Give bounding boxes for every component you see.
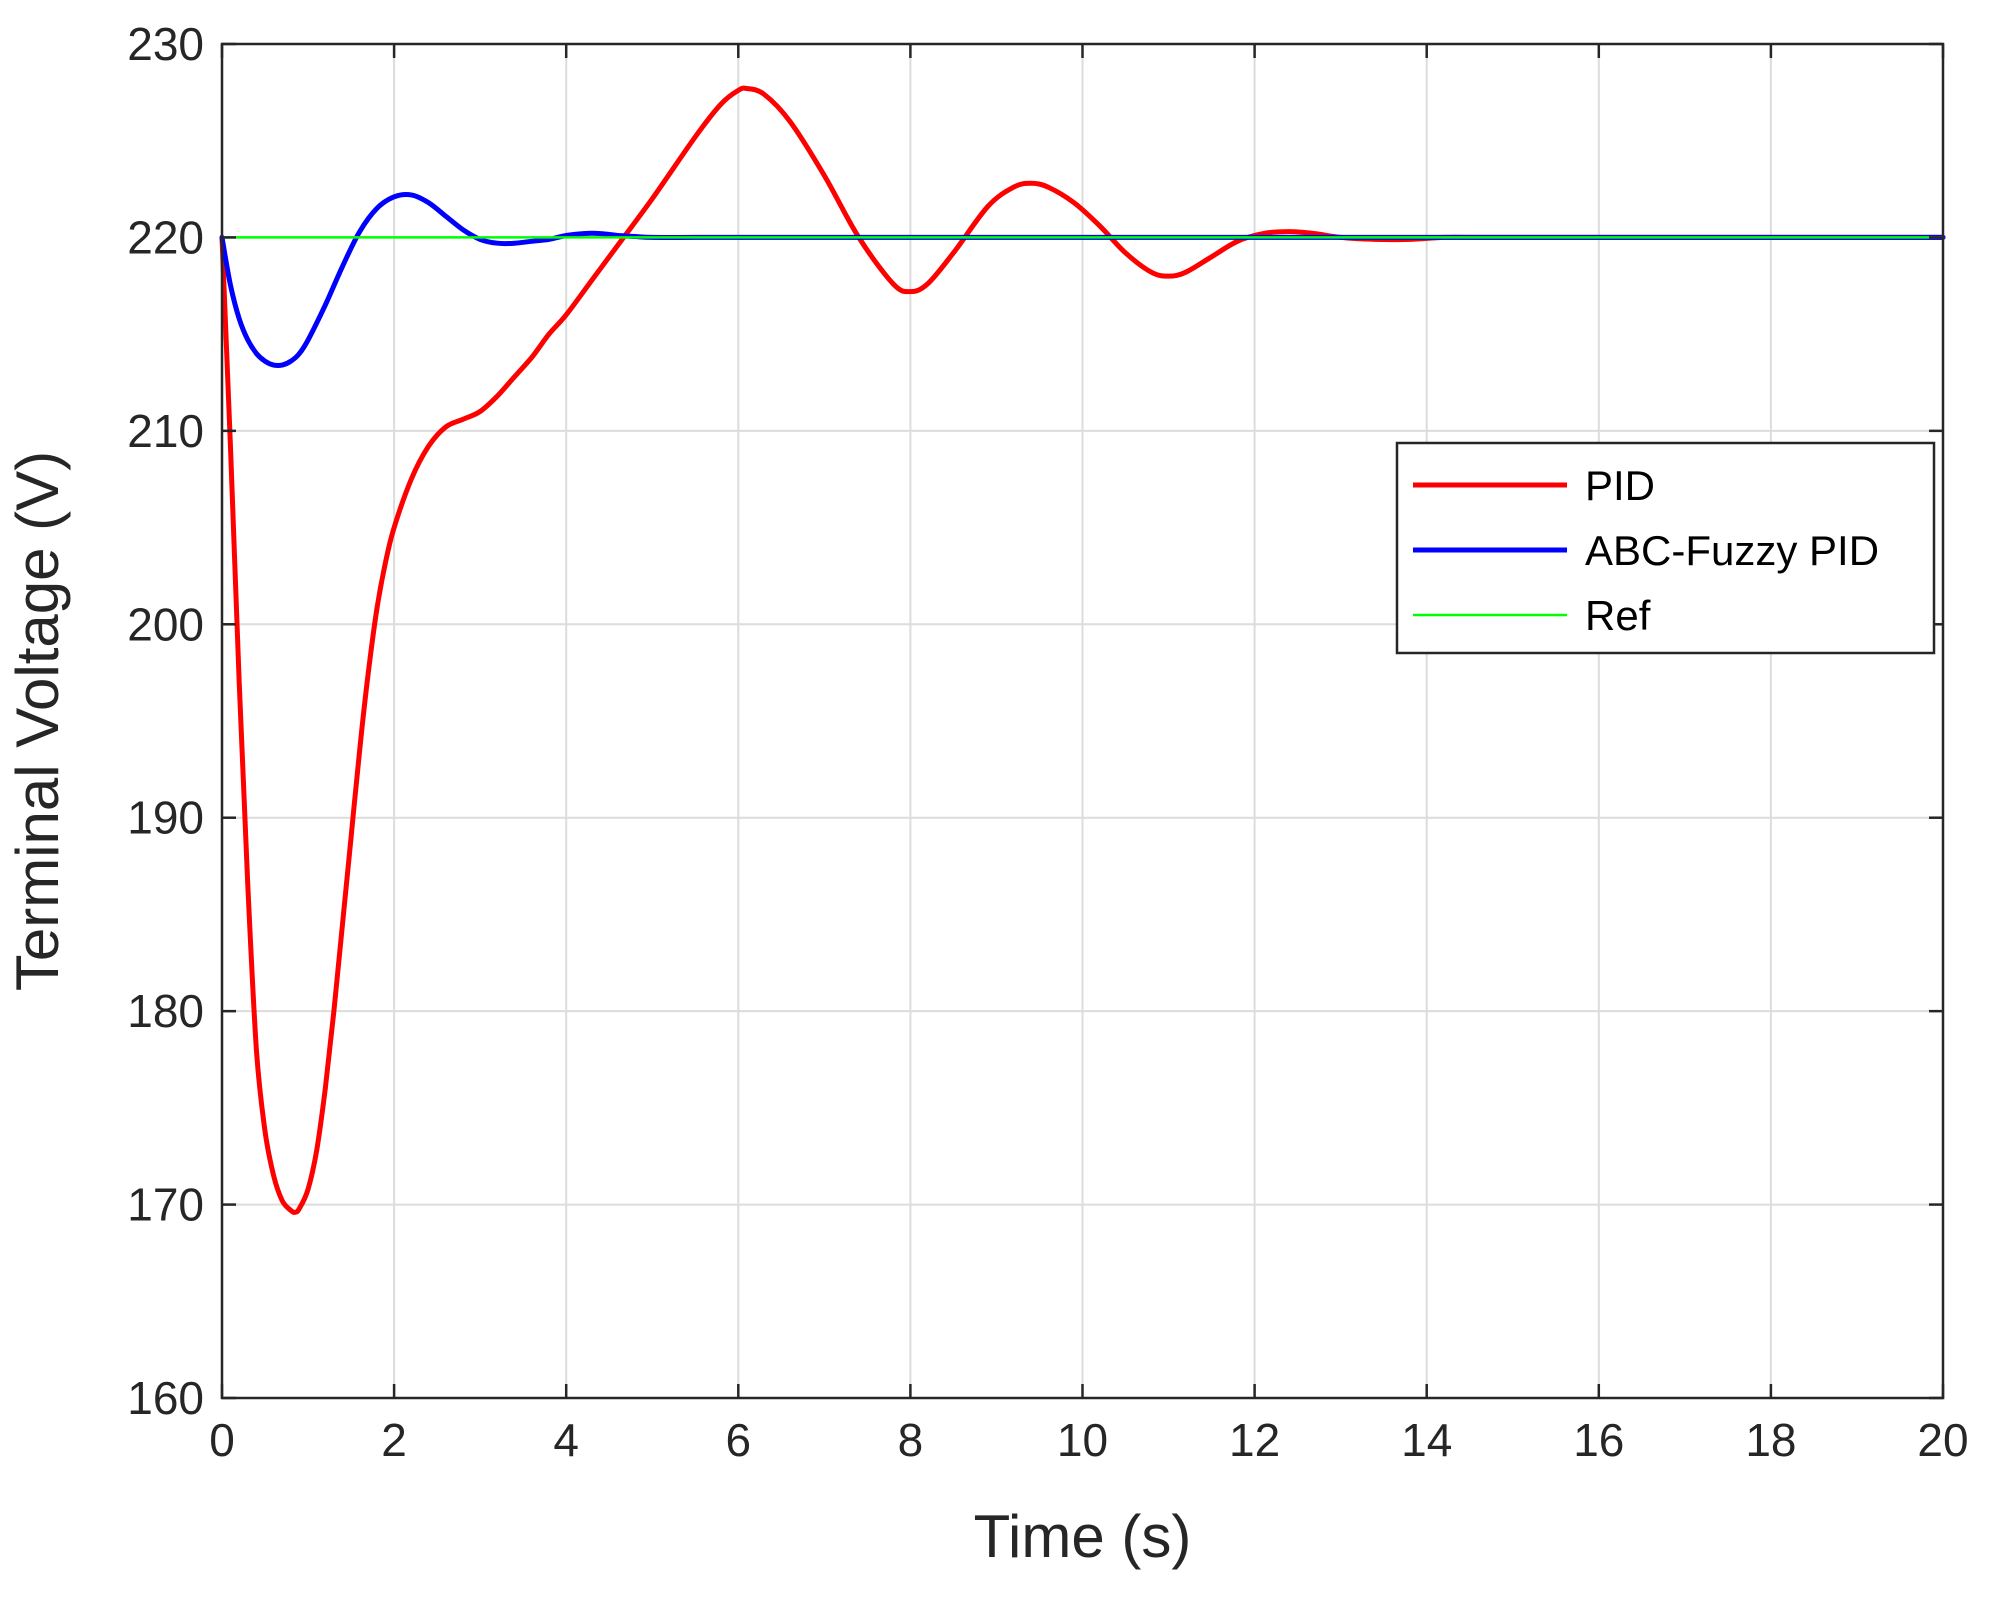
x-tick-label: 0 bbox=[209, 1414, 235, 1466]
y-axis-label: Terminal Voltage (V) bbox=[4, 451, 71, 991]
y-axis-ticks: 160 170 180 190 200 210 220 230 bbox=[127, 18, 1943, 1424]
x-tick-label: 8 bbox=[898, 1414, 924, 1466]
x-tick-label: 18 bbox=[1745, 1414, 1796, 1466]
legend-label-ref: Ref bbox=[1585, 592, 1651, 639]
x-tick-label: 20 bbox=[1917, 1414, 1968, 1466]
y-tick-label: 200 bbox=[127, 598, 204, 650]
y-tick-label: 230 bbox=[127, 18, 204, 70]
legend-label-abc-fuzzy-pid: ABC-Fuzzy PID bbox=[1585, 527, 1879, 574]
legend-items: PID ABC-Fuzzy PID Ref bbox=[1413, 462, 1879, 639]
series-lines bbox=[219, 85, 1946, 1215]
y-tick-label: 160 bbox=[127, 1372, 204, 1424]
legend: PID ABC-Fuzzy PID Ref bbox=[1395, 441, 1936, 655]
x-tick-label: 16 bbox=[1573, 1414, 1624, 1466]
x-tick-label: 4 bbox=[553, 1414, 579, 1466]
x-tick-label: 10 bbox=[1057, 1414, 1108, 1466]
y-tick-label: 220 bbox=[127, 211, 204, 263]
x-axis-ticks: 0 2 4 6 8 10 12 14 16 18 20 bbox=[209, 44, 1969, 1466]
y-tick-label: 180 bbox=[127, 985, 204, 1037]
x-tick-label: 12 bbox=[1229, 1414, 1280, 1466]
y-tick-label: 210 bbox=[127, 405, 204, 457]
series-line-pid bbox=[219, 85, 1946, 1215]
x-tick-label: 6 bbox=[726, 1414, 752, 1466]
legend-label-pid: PID bbox=[1585, 462, 1655, 509]
x-tick-label: 14 bbox=[1401, 1414, 1452, 1466]
x-axis-label: Time (s) bbox=[974, 1503, 1192, 1570]
x-tick-label: 2 bbox=[381, 1414, 407, 1466]
y-tick-label: 190 bbox=[127, 792, 204, 844]
y-tick-label: 170 bbox=[127, 1179, 204, 1231]
